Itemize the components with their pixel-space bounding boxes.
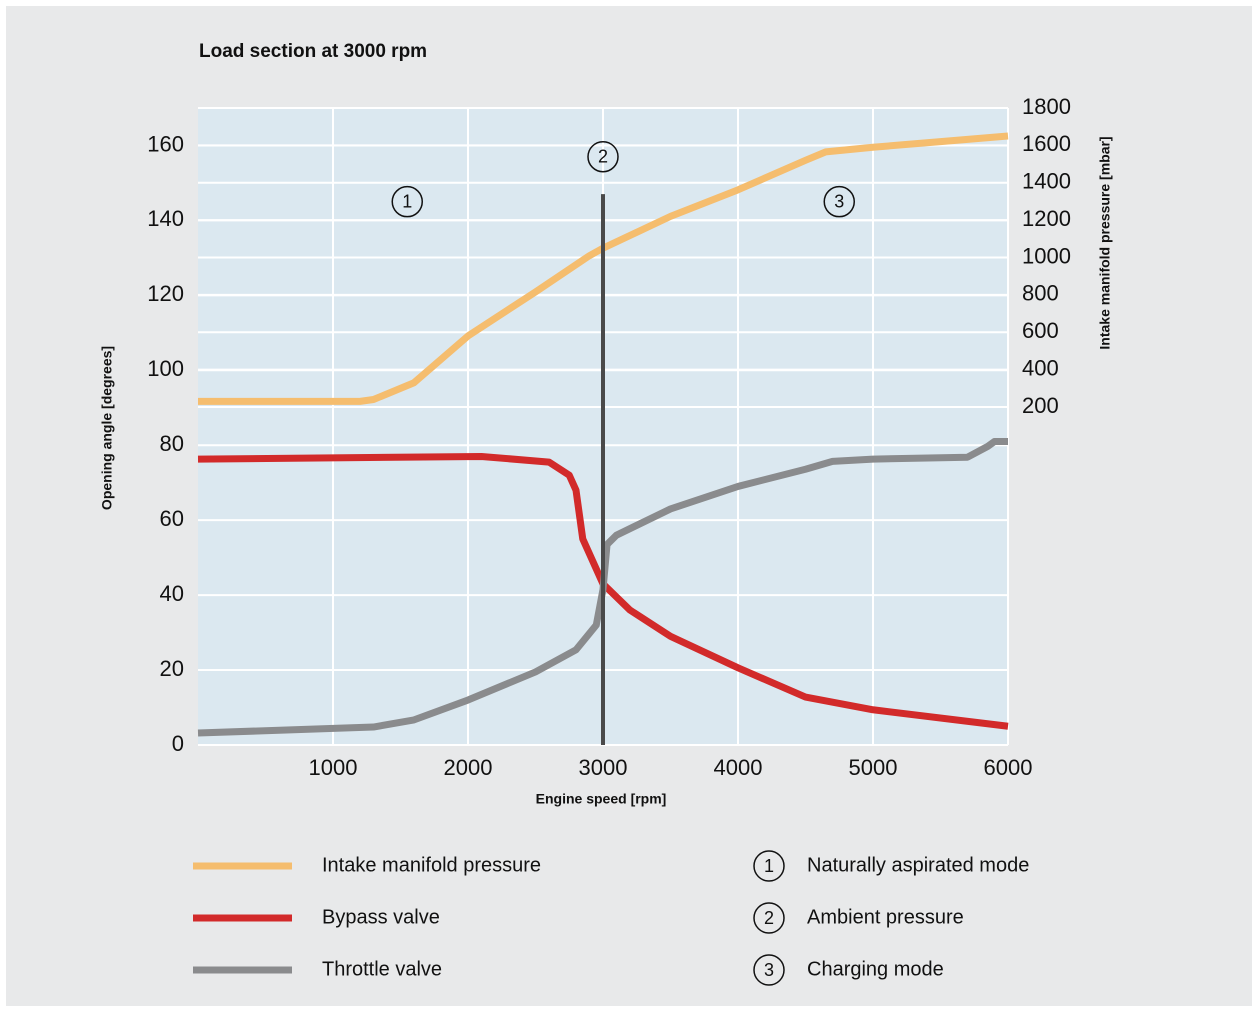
- x-axis-label: Engine speed [rpm]: [536, 791, 667, 807]
- x-tick-label: 5000: [849, 755, 898, 780]
- mode-marker-label: 2: [598, 146, 608, 166]
- y-tick-label: 0: [172, 731, 184, 756]
- legend-mode-label: Naturally aspirated mode: [807, 854, 1029, 876]
- legend-mode-marker: [753, 954, 785, 986]
- x-tick-label: 3000: [579, 755, 628, 780]
- y2-axis-label: Intake manifold pressure [mbar]: [1097, 136, 1113, 349]
- mode-marker: [587, 140, 619, 173]
- legend-label: Bypass valve: [322, 906, 440, 928]
- legend-label: Throttle valve: [322, 958, 442, 980]
- y-tick-label: 20: [160, 656, 184, 681]
- mode-marker: [823, 185, 855, 218]
- legend-mode-marker: [753, 902, 785, 934]
- series-line: [197, 437, 1008, 737]
- mode-marker-label: 3: [834, 191, 844, 211]
- legend-mode-label: Ambient pressure: [807, 906, 964, 928]
- x-tick-label: 4000: [714, 755, 763, 780]
- legend-mode-number: 2: [764, 908, 774, 928]
- y-tick-label: 140: [147, 206, 184, 231]
- series-line: [197, 452, 1009, 730]
- y-tick-label: 120: [147, 281, 184, 306]
- y-tick-label: 40: [160, 581, 184, 606]
- y2-tick-label: 1600: [1022, 131, 1071, 156]
- mode-marker-label: 1: [402, 191, 412, 211]
- y-tick-label: 100: [147, 356, 184, 381]
- y2-tick-label: 1000: [1022, 243, 1071, 268]
- y-axis-label: Opening angle [degrees]: [99, 346, 115, 510]
- y-tick-label: 60: [160, 506, 184, 531]
- mode-marker: [391, 185, 423, 218]
- y-tick-label: 80: [160, 431, 184, 456]
- legend-mode-label: Charging mode: [807, 958, 944, 980]
- chart-title: Load section at 3000 rpm: [199, 41, 427, 62]
- y2-tick-label: 400: [1022, 355, 1059, 380]
- y-tick-label: 160: [147, 131, 184, 156]
- y2-tick-label: 600: [1022, 318, 1059, 343]
- y2-tick-label: 200: [1022, 393, 1059, 418]
- legend-mode-number: 3: [764, 960, 774, 980]
- x-tick-label: 6000: [984, 755, 1033, 780]
- legend-mode-number: 1: [764, 856, 774, 876]
- y2-tick-label: 1800: [1022, 94, 1071, 119]
- legend-mode-marker: [753, 850, 785, 882]
- x-tick-label: 1000: [309, 755, 358, 780]
- x-tick-label: 2000: [444, 755, 493, 780]
- legend-label: Intake manifold pressure: [322, 854, 541, 876]
- y2-tick-label: 1400: [1022, 169, 1071, 194]
- y2-tick-label: 1200: [1022, 206, 1071, 231]
- y2-tick-label: 800: [1022, 281, 1059, 306]
